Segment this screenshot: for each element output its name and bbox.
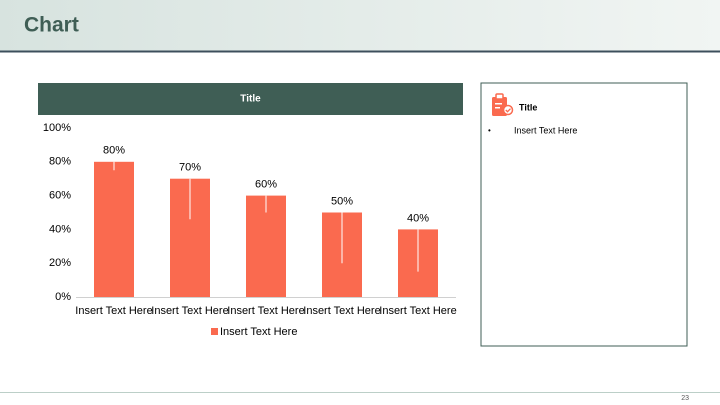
x-tick-label: Insert Text Here	[227, 305, 304, 317]
chart-title: Title	[240, 94, 261, 105]
x-tick-label: Insert Text Here	[75, 305, 152, 317]
bullet-dot: •	[488, 126, 491, 135]
y-tick-label: 100%	[43, 122, 71, 134]
clipboard-icon	[492, 93, 514, 116]
plot: 0% 20% 40% 60% 80% 100% Insert Text Here 80% Ins…	[43, 122, 457, 338]
y-tick-label: 80%	[49, 156, 71, 168]
y-tick-label: 20%	[49, 257, 71, 269]
legend-swatch	[211, 328, 218, 335]
data-label: 40%	[407, 212, 429, 224]
data-label: 60%	[255, 179, 277, 191]
y-tick-label: 60%	[49, 190, 71, 202]
side-panel	[480, 82, 688, 347]
data-label: 70%	[179, 162, 201, 174]
panel-title: Title	[519, 102, 537, 112]
data-label: 80%	[103, 145, 125, 157]
y-tick-label: 0%	[55, 291, 71, 303]
bar	[94, 161, 134, 297]
page-number: 23	[681, 395, 689, 402]
x-tick-label: Insert Text Here	[151, 305, 228, 317]
legend-label: Insert Text Here	[220, 326, 297, 338]
y-tick-label: 40%	[49, 223, 71, 235]
header-title: Chart	[24, 14, 79, 37]
x-tick-label: Insert Text Here	[303, 305, 380, 317]
chart-title-bar	[38, 83, 463, 115]
x-tick-label: Insert Text Here	[379, 305, 456, 317]
panel-bullet: Insert Text Here	[514, 125, 577, 135]
data-label: 50%	[331, 195, 353, 207]
header-bg	[0, 0, 720, 51]
